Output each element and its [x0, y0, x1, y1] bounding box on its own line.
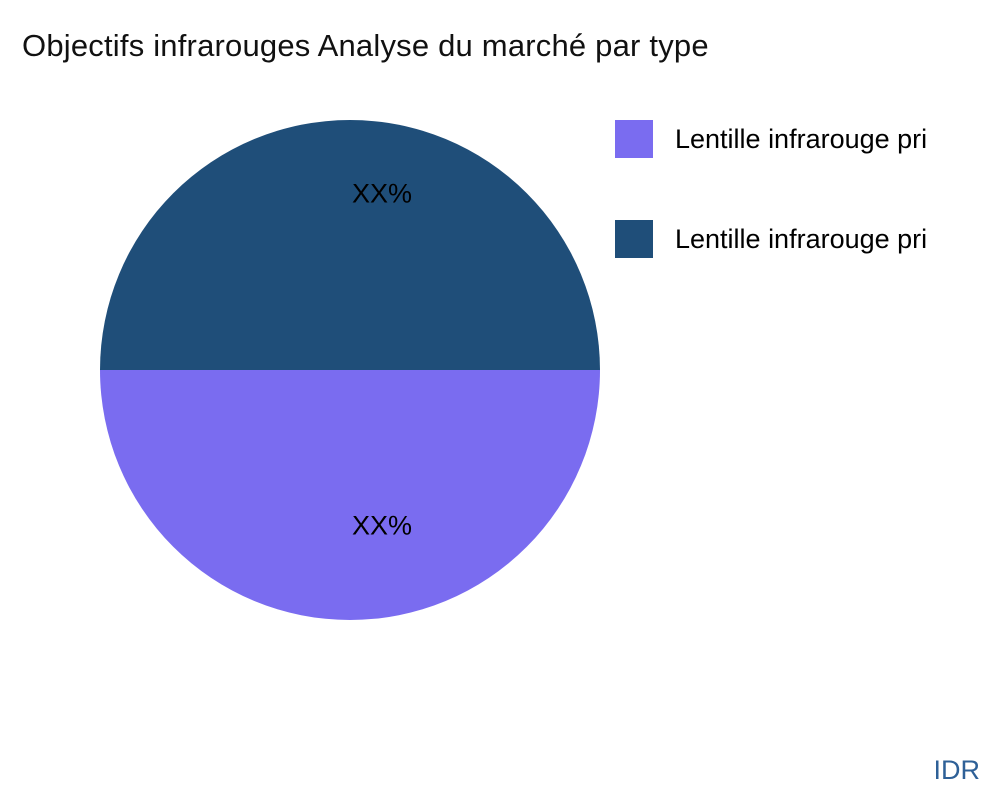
slice-value-label-bottom: XX% [351, 510, 413, 541]
watermark-text: IDR [933, 755, 981, 785]
legend-item-label: Lentille infrarouge pri [675, 223, 928, 254]
legend-item[interactable]: Lentille infrarouge pri [615, 120, 927, 158]
chart-title: Objectifs infrarouges Analyse du marché … [22, 28, 709, 63]
legend-swatch-icon [615, 120, 653, 158]
legend-item-label: Lentille infrarouge pri [675, 123, 928, 154]
legend-swatch-icon [615, 220, 653, 258]
legend-item[interactable]: Lentille infrarouge pri [615, 220, 927, 258]
legend: Lentille infrarouge pri Lentille infraro… [615, 120, 927, 258]
slice-value-label-top: XX% [351, 178, 413, 209]
pie-chart [100, 120, 600, 620]
